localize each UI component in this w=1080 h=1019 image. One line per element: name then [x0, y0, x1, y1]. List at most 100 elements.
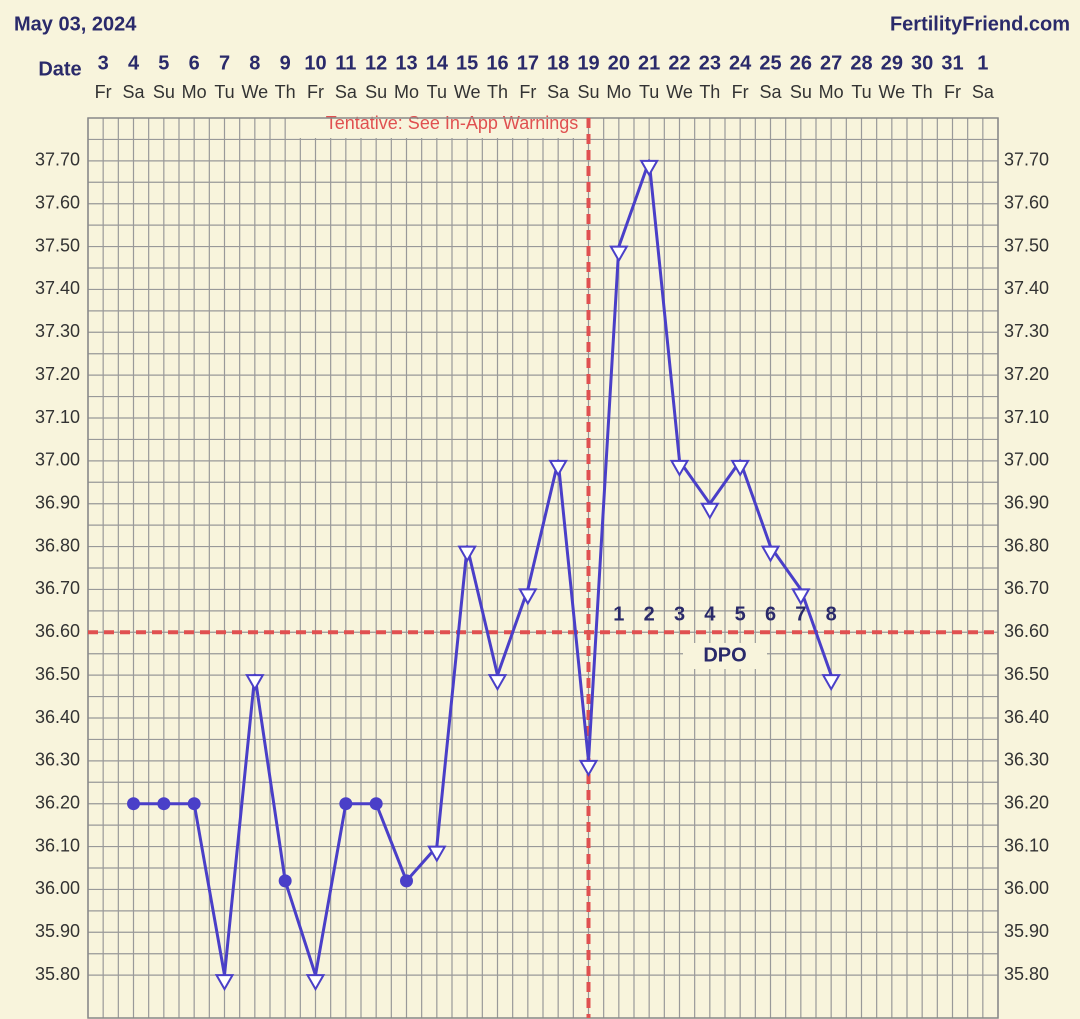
y-tick-label: 37.30: [35, 321, 80, 341]
weekday-label: Fr: [944, 82, 961, 102]
data-point: [427, 845, 447, 863]
y2-tick-label: 35.80: [1004, 964, 1049, 984]
data-point: [245, 674, 265, 692]
weekday-label: Sa: [122, 82, 145, 102]
y2-tick-label: 36.00: [1004, 878, 1049, 898]
y-tick-label: 37.50: [35, 235, 80, 255]
weekday-label: Su: [577, 82, 599, 102]
x-tick-label: 30: [911, 52, 933, 74]
weekday-label: We: [666, 82, 693, 102]
y2-tick-label: 37.10: [1004, 407, 1049, 427]
data-point: [578, 759, 599, 777]
y-tick-label: 37.10: [35, 407, 80, 427]
data-point: [518, 588, 538, 606]
y2-tick-label: 37.50: [1004, 235, 1049, 255]
data-point: [157, 797, 171, 811]
x-tick-label: 14: [426, 52, 449, 74]
x-tick-label: 6: [189, 52, 200, 74]
y-tick-label: 37.70: [35, 150, 80, 170]
y2-tick-label: 36.30: [1004, 750, 1049, 770]
y-tick-label: 36.10: [35, 835, 80, 855]
y-tick-label: 36.90: [35, 492, 80, 512]
weekday-label: Fr: [95, 82, 112, 102]
data-point: [278, 874, 292, 888]
weekday-label: Fr: [519, 82, 536, 102]
y2-tick-label: 37.00: [1004, 450, 1049, 470]
x-label: Date: [38, 58, 81, 80]
dpo-label: 6: [765, 603, 776, 625]
x-tick-label: 10: [304, 52, 326, 74]
data-point: [187, 797, 201, 811]
data-point: [821, 674, 841, 692]
weekday-label: Sa: [335, 82, 358, 102]
x-tick-label: 28: [850, 52, 872, 74]
weekday-label: We: [241, 82, 268, 102]
x-tick-label: 27: [820, 52, 842, 74]
dpo-label: 8: [826, 603, 837, 625]
y2-tick-label: 37.40: [1004, 278, 1049, 298]
x-tick-label: 21: [638, 52, 660, 74]
x-tick-label: 3: [98, 52, 109, 74]
data-point: [369, 797, 383, 811]
data-point: [609, 245, 629, 263]
x-tick-label: 26: [790, 52, 812, 74]
x-tick-label: 31: [941, 52, 963, 74]
y2-tick-label: 37.60: [1004, 192, 1049, 212]
y2-tick-label: 36.20: [1004, 792, 1049, 812]
weekday-label: Mo: [182, 82, 207, 102]
brand: FertilityFriend.com: [890, 13, 1070, 35]
weekday-label: Tu: [639, 82, 659, 102]
dpo-box: [683, 643, 767, 669]
x-tick-label: 22: [668, 52, 690, 74]
x-tick-label: 9: [280, 52, 291, 74]
y-tick-label: 36.50: [35, 664, 80, 684]
x-tick-label: 12: [365, 52, 387, 74]
x-tick-label: 29: [881, 52, 903, 74]
y2-tick-label: 36.90: [1004, 492, 1049, 512]
data-point: [791, 588, 811, 606]
y-tick-label: 36.60: [35, 621, 80, 641]
weekday-label: Mo: [606, 82, 631, 102]
y2-tick-label: 37.70: [1004, 150, 1049, 170]
y-tick-label: 35.80: [35, 964, 80, 984]
weekday-label: Th: [912, 82, 933, 102]
y-tick-label: 37.00: [35, 450, 80, 470]
y-tick-label: 36.20: [35, 792, 80, 812]
y-tick-label: 36.70: [35, 578, 80, 598]
dpo-title: DPO: [703, 644, 746, 666]
y2-tick-label: 36.50: [1004, 664, 1049, 684]
weekday-label: Mo: [819, 82, 844, 102]
y2-tick-label: 36.70: [1004, 578, 1049, 598]
weekday-label: Su: [790, 82, 812, 102]
data-point: [730, 459, 750, 477]
y2-tick-label: 36.80: [1004, 535, 1049, 555]
x-tick-label: 4: [128, 52, 140, 74]
data-point: [305, 974, 326, 992]
dpo-label: 5: [735, 603, 746, 625]
y2-tick-label: 36.60: [1004, 621, 1049, 641]
weekday-label: Th: [487, 82, 508, 102]
x-tick-label: 8: [249, 52, 260, 74]
weekday-label: Mo: [394, 82, 419, 102]
x-tick-label: 1: [977, 52, 988, 74]
weekday-label: Su: [153, 82, 175, 102]
dpo-label: 4: [704, 603, 716, 625]
y-tick-label: 36.30: [35, 750, 80, 770]
data-point: [760, 545, 781, 563]
x-tick-label: 19: [577, 52, 599, 74]
weekday-label: Tu: [851, 82, 871, 102]
dpo-label: 2: [644, 603, 655, 625]
chart-title: May 03, 2024: [14, 13, 137, 35]
annotation-box: [290, 112, 575, 138]
y2-tick-label: 36.10: [1004, 835, 1049, 855]
weekday-label: We: [454, 82, 481, 102]
plot-border: [87, 117, 999, 1019]
x-tick-label: 7: [219, 52, 230, 74]
y2-tick-label: 37.30: [1004, 321, 1049, 341]
y-tick-label: 37.60: [35, 192, 80, 212]
x-tick-label: 23: [699, 52, 721, 74]
x-tick-label: 15: [456, 52, 478, 74]
x-tick-label: 17: [517, 52, 539, 74]
weekday-label: Fr: [307, 82, 324, 102]
